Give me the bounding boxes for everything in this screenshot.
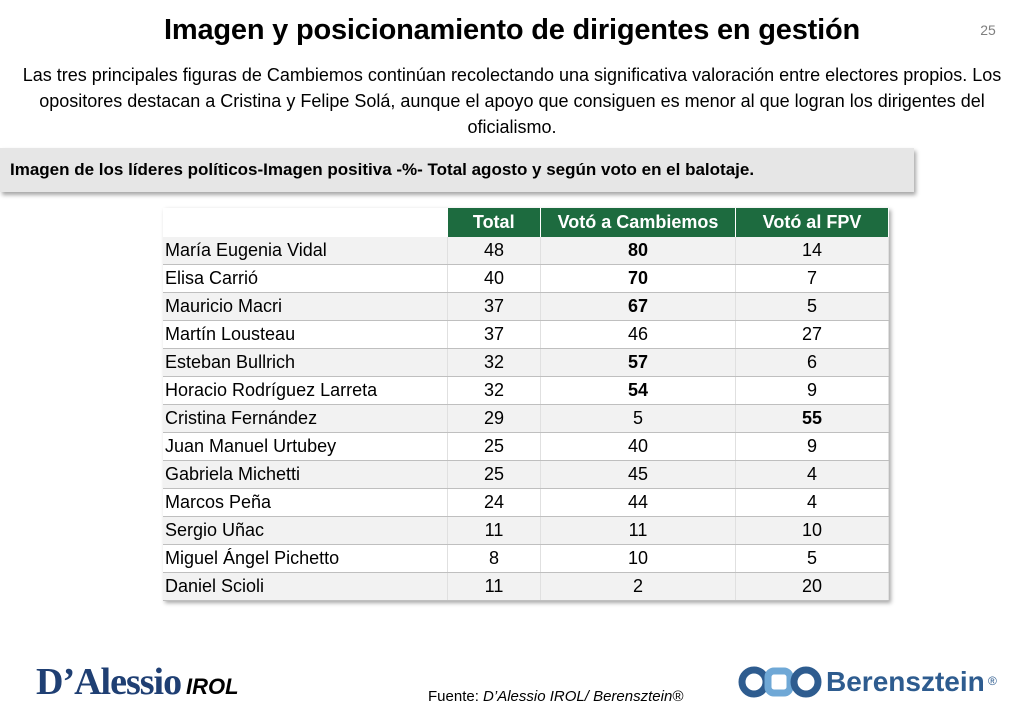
row-name: Miguel Ángel Pichetto xyxy=(163,544,448,573)
row-total: 8 xyxy=(447,544,541,573)
row-voto-fpv: 27 xyxy=(735,320,889,349)
row-name: Juan Manuel Urtubey xyxy=(163,432,448,461)
page-number: 25 xyxy=(980,22,996,38)
berensztein-registered-mark: ® xyxy=(988,674,997,688)
row-voto-cambiemos: 10 xyxy=(540,544,736,573)
row-voto-fpv: 5 xyxy=(735,544,889,573)
slide-title: Imagen y posicionamiento de dirigentes e… xyxy=(164,14,860,46)
row-voto-cambiemos: 44 xyxy=(540,488,736,517)
row-voto-fpv: 6 xyxy=(735,348,889,377)
row-voto-fpv: 4 xyxy=(735,488,889,517)
source-note: Fuente: D’Alessio IROL/ Berensztein® xyxy=(428,688,683,705)
row-voto-cambiemos: 11 xyxy=(540,516,736,545)
row-name: Marcos Peña xyxy=(163,488,448,517)
row-total: 37 xyxy=(447,320,541,349)
row-voto-cambiemos: 57 xyxy=(540,348,736,377)
row-voto-cambiemos: 80 xyxy=(540,237,736,265)
row-total: 32 xyxy=(447,348,541,377)
source-prefix: Fuente: xyxy=(428,688,484,705)
row-voto-cambiemos: 70 xyxy=(540,264,736,293)
source-text: D’Alessio IROL/ Berensztein® xyxy=(483,688,684,705)
table-row: Marcos Peña 24 44 4 xyxy=(163,488,889,517)
row-total: 29 xyxy=(447,404,541,433)
table-header-row: Total Votó a Cambiemos Votó al FPV xyxy=(163,208,889,237)
header-blank xyxy=(163,208,448,237)
row-voto-fpv: 10 xyxy=(735,516,889,545)
row-voto-fpv: 4 xyxy=(735,460,889,489)
row-name: Elisa Carrió xyxy=(163,264,448,293)
berensztein-logo-text: Berensztein xyxy=(826,666,985,697)
header-voto-fpv: Votó al FPV xyxy=(735,208,889,237)
row-total: 32 xyxy=(447,376,541,405)
table-row: Horacio Rodríguez Larreta 32 54 9 xyxy=(163,376,889,405)
row-voto-cambiemos: 5 xyxy=(540,404,736,433)
berensztein-logo: Berensztein ® xyxy=(738,664,1008,702)
row-total: 25 xyxy=(447,432,541,461)
dalessio-logo-text: D’Alessio xyxy=(36,661,182,703)
table-row: Mauricio Macri 37 67 5 xyxy=(163,292,889,321)
header-voto-cambiemos: Votó a Cambiemos xyxy=(540,208,736,237)
row-total: 24 xyxy=(447,488,541,517)
header-total: Total xyxy=(447,208,541,237)
row-voto-cambiemos: 40 xyxy=(540,432,736,461)
table-row: Esteban Bullrich 32 57 6 xyxy=(163,348,889,377)
table-caption-banner: Imagen de los líderes políticos-Imagen p… xyxy=(0,148,914,192)
row-voto-fpv: 7 xyxy=(735,264,889,293)
row-total: 11 xyxy=(447,516,541,545)
table-row: Cristina Fernández 29 5 55 xyxy=(163,404,889,433)
row-voto-cambiemos: 45 xyxy=(540,460,736,489)
row-name: Sergio Uñac xyxy=(163,516,448,545)
row-voto-fpv: 9 xyxy=(735,432,889,461)
row-voto-fpv: 55 xyxy=(735,404,889,433)
berensztein-logo-mark-icon xyxy=(738,666,822,698)
row-total: 11 xyxy=(447,572,541,601)
row-voto-cambiemos: 67 xyxy=(540,292,736,321)
row-voto-fpv: 20 xyxy=(735,572,889,601)
table-row: Elisa Carrió 40 70 7 xyxy=(163,264,889,293)
row-name: Horacio Rodríguez Larreta xyxy=(163,376,448,405)
row-total: 40 xyxy=(447,264,541,293)
row-name: Daniel Scioli xyxy=(163,572,448,601)
table-row: Sergio Uñac 11 11 10 xyxy=(163,516,889,545)
row-total: 48 xyxy=(447,237,541,265)
row-voto-cambiemos: 2 xyxy=(540,572,736,601)
row-total: 37 xyxy=(447,292,541,321)
row-voto-cambiemos: 46 xyxy=(540,320,736,349)
table-row: Juan Manuel Urtubey 25 40 9 xyxy=(163,432,889,461)
irol-logo-text: IROL xyxy=(186,674,239,699)
table-row: María Eugenia Vidal 48 80 14 xyxy=(163,237,889,265)
row-voto-fpv: 5 xyxy=(735,292,889,321)
row-name: Martín Lousteau xyxy=(163,320,448,349)
row-voto-fpv: 9 xyxy=(735,376,889,405)
row-name: Gabriela Michetti xyxy=(163,460,448,489)
row-voto-cambiemos: 54 xyxy=(540,376,736,405)
row-voto-fpv: 14 xyxy=(735,237,889,265)
intro-text: Las tres principales figuras de Cambiemo… xyxy=(22,65,1002,137)
table-row: Gabriela Michetti 25 45 4 xyxy=(163,460,889,489)
table-row: Martín Lousteau 37 46 27 xyxy=(163,320,889,349)
image-ratings-table: Total Votó a Cambiemos Votó al FPV María… xyxy=(163,208,889,601)
table-row: Daniel Scioli 11 2 20 xyxy=(163,572,889,601)
row-name: Esteban Bullrich xyxy=(163,348,448,377)
row-name: Cristina Fernández xyxy=(163,404,448,433)
row-name: Mauricio Macri xyxy=(163,292,448,321)
table-caption: Imagen de los líderes políticos-Imagen p… xyxy=(10,160,755,179)
row-name: María Eugenia Vidal xyxy=(163,237,448,265)
table-row: Miguel Ángel Pichetto 8 10 5 xyxy=(163,544,889,573)
row-total: 25 xyxy=(447,460,541,489)
